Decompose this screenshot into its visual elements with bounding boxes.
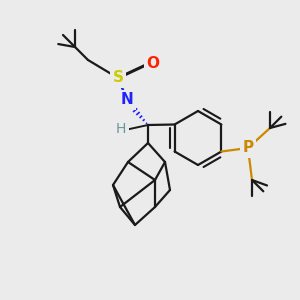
Text: P: P <box>242 140 253 155</box>
Text: S: S <box>112 70 124 86</box>
Text: N: N <box>121 92 134 107</box>
Text: H: H <box>116 122 126 136</box>
Text: O: O <box>146 56 160 71</box>
